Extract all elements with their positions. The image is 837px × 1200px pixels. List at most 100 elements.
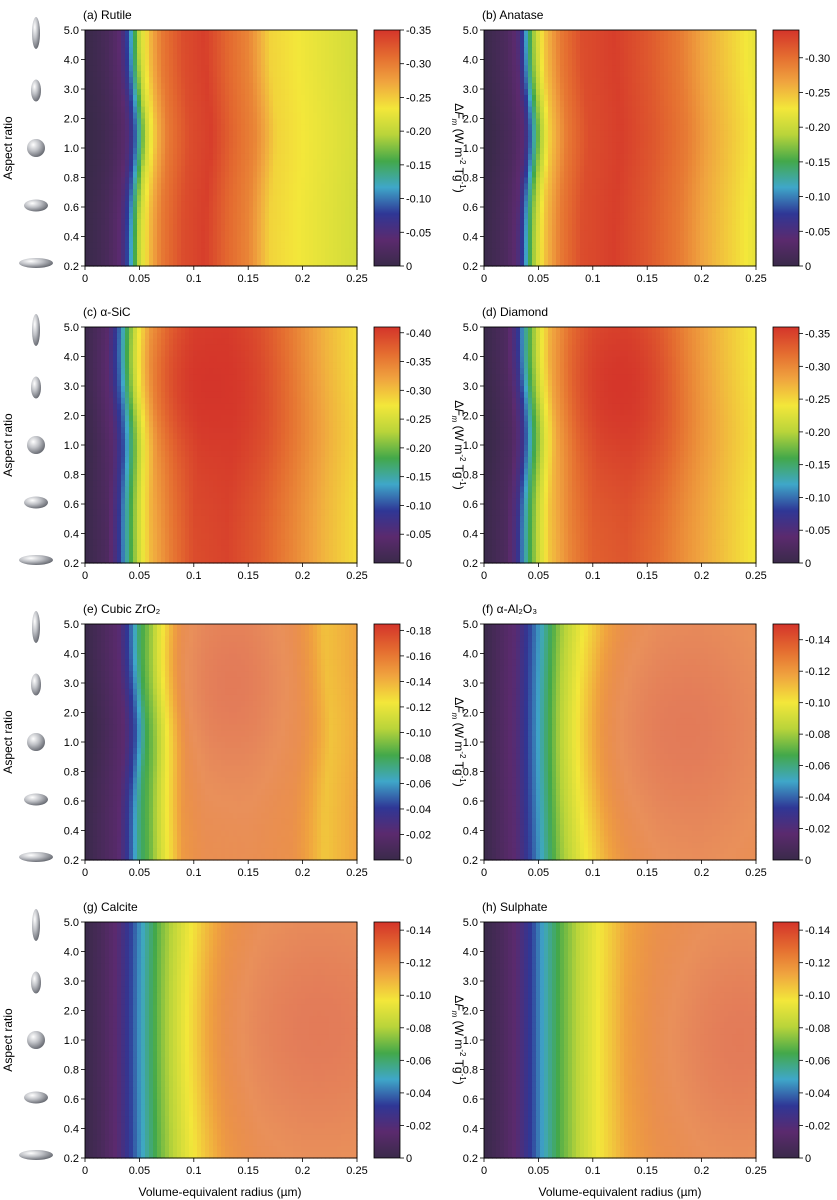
heatmap-cell	[221, 100, 226, 108]
heatmap-cell	[265, 189, 270, 196]
heatmap-cell	[237, 83, 242, 90]
heatmap-cell	[221, 236, 226, 243]
heatmap-cell	[301, 30, 306, 37]
heatmap-cell	[233, 236, 238, 243]
heatmap-cell	[237, 159, 242, 167]
heatmap-cell	[604, 165, 609, 173]
heatmap-cell	[165, 254, 170, 261]
heatmap-cell	[748, 47, 753, 55]
heatmap-cell	[145, 77, 150, 84]
heatmap-cell	[345, 35, 350, 43]
heatmap-cell	[145, 242, 150, 249]
heatmap-cell	[289, 207, 294, 214]
heatmap-cell	[293, 100, 298, 108]
heatmap-cell	[225, 260, 230, 267]
heatmap-cell	[233, 177, 238, 184]
heatmap-cell	[636, 153, 641, 161]
heatmap-cell	[93, 100, 98, 108]
heatmap-cell	[297, 165, 302, 173]
heatmap-cell	[245, 171, 250, 179]
heatmap-cell	[345, 41, 350, 49]
heatmap-cell	[548, 65, 553, 72]
heatmap-cell	[205, 112, 210, 120]
heatmap-cell	[153, 218, 158, 226]
heatmap-cell	[600, 35, 605, 43]
heatmap-cell	[748, 153, 753, 161]
heatmap-cell	[329, 41, 334, 49]
heatmap-cell	[125, 112, 130, 120]
heatmap-cell	[484, 77, 489, 84]
heatmap-cell	[245, 142, 250, 149]
heatmap-cell	[89, 183, 94, 190]
heatmap-cell	[604, 59, 609, 66]
heatmap-cell	[193, 224, 198, 232]
heatmap-cell	[716, 47, 721, 55]
heatmap-cell	[700, 124, 705, 131]
heatmap-cell	[125, 94, 130, 102]
heatmap-cell	[524, 124, 529, 131]
heatmap-cell	[488, 142, 493, 149]
heatmap-cell	[608, 212, 613, 220]
heatmap-cell	[249, 35, 254, 43]
heatmap-cell	[564, 94, 569, 102]
heatmap-cell	[532, 83, 537, 90]
heatmap-cell	[329, 165, 334, 173]
heatmap-cell	[732, 153, 737, 161]
heatmap-cell	[612, 130, 617, 137]
heatmap-cell	[161, 153, 166, 161]
heatmap-cell	[309, 35, 314, 43]
heatmap-cell	[233, 77, 238, 84]
heatmap-cell	[496, 153, 501, 161]
heatmap-cell	[568, 47, 573, 55]
heatmap-cell	[321, 130, 326, 137]
heatmap-cell	[684, 136, 689, 143]
heatmap-cell	[548, 59, 553, 66]
heatmap-cell	[728, 94, 733, 102]
heatmap-cell	[125, 136, 130, 143]
heatmap-cell	[205, 218, 210, 226]
heatmap-cell	[261, 136, 266, 143]
heatmap-cell	[89, 153, 94, 161]
heatmap-cell	[740, 106, 745, 114]
heatmap-cell	[153, 65, 158, 72]
heatmap-cell	[177, 35, 182, 43]
heatmap-cell	[161, 230, 166, 238]
heatmap-cell	[313, 41, 318, 49]
heatmap-cell	[193, 230, 198, 238]
heatmap-cell	[109, 130, 114, 137]
heatmap-cell	[221, 230, 226, 238]
heatmap-cell	[596, 71, 601, 78]
heatmap-cell	[229, 53, 234, 61]
heatmap-cell	[333, 106, 338, 114]
heatmap-cell	[145, 112, 150, 120]
heatmap-cell	[508, 53, 513, 61]
heatmap-cell	[277, 230, 282, 238]
heatmap-cell	[736, 195, 741, 202]
heatmap-cell	[616, 153, 621, 161]
heatmap-cell	[696, 89, 701, 96]
heatmap-cell	[329, 89, 334, 96]
heatmap-cell	[728, 30, 733, 37]
heatmap-cell	[257, 94, 262, 102]
heatmap-cell	[201, 230, 206, 238]
heatmap-cell	[269, 183, 274, 190]
heatmap-cell	[692, 89, 697, 96]
heatmap-cell	[720, 171, 725, 179]
heatmap-cell	[221, 77, 226, 84]
heatmap-cell	[632, 106, 637, 114]
heatmap-cell	[488, 112, 493, 120]
heatmap-cell	[109, 153, 114, 161]
heatmap-cell	[321, 100, 326, 108]
heatmap-cell	[101, 47, 106, 55]
heatmap-cell	[676, 124, 681, 131]
heatmap-cell	[636, 159, 641, 167]
heatmap-cell	[341, 153, 346, 161]
heatmap-cell	[269, 195, 274, 202]
heatmap-cell	[684, 112, 689, 120]
heatmap-cell	[500, 71, 505, 78]
heatmap-cell	[656, 35, 661, 43]
heatmap-cell	[572, 177, 577, 184]
heatmap-cell	[141, 100, 146, 108]
heatmap-cell	[744, 71, 749, 78]
heatmap-cell	[696, 124, 701, 131]
